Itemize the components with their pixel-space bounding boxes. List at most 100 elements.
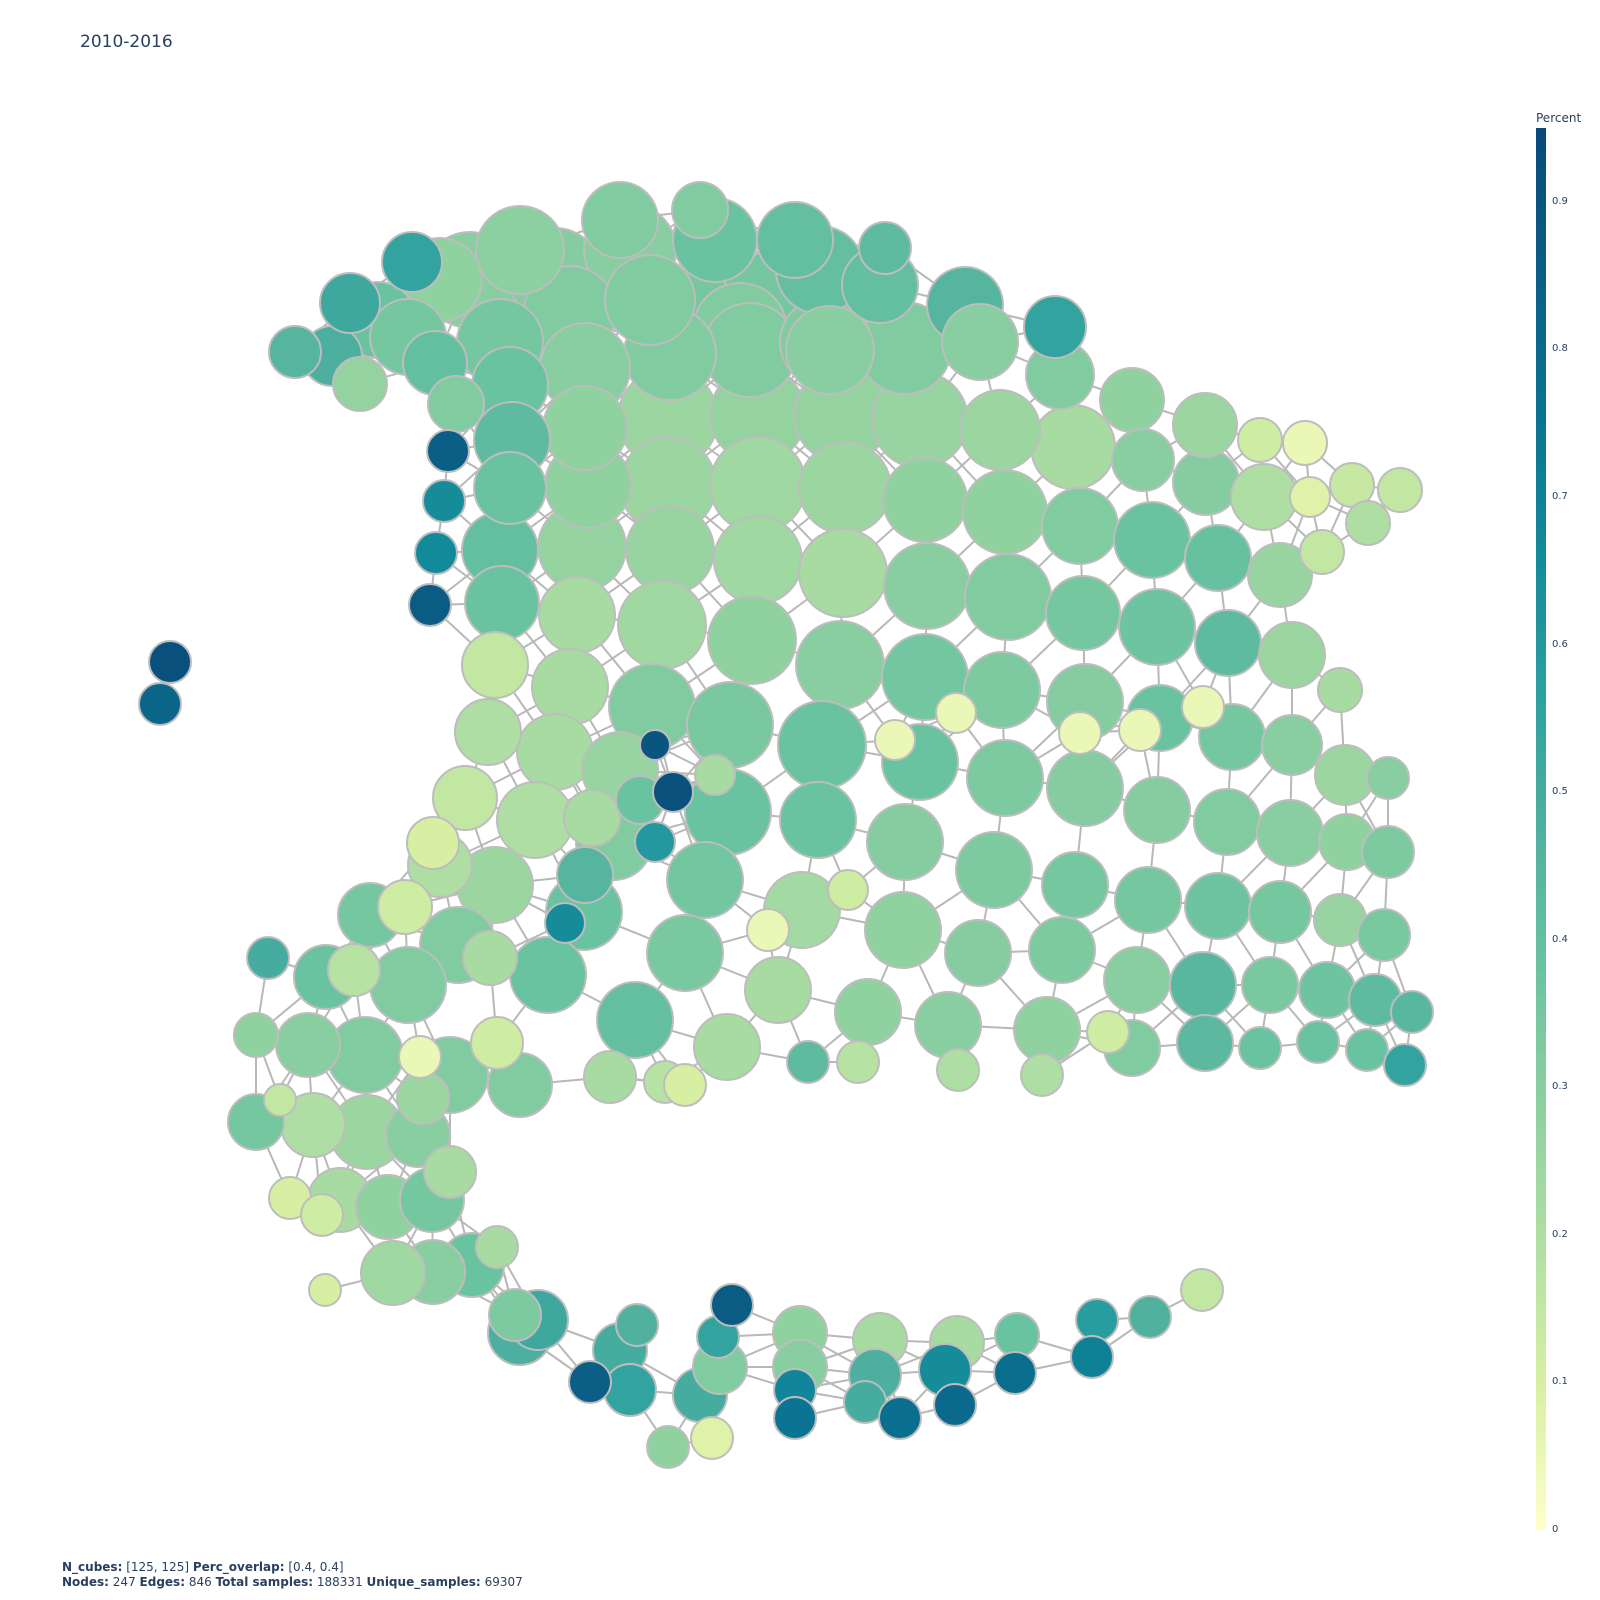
graph-node[interactable] — [268, 325, 322, 379]
graph-node[interactable] — [1366, 756, 1410, 800]
graph-node[interactable] — [615, 1303, 659, 1347]
graph-node[interactable] — [568, 1360, 612, 1404]
graph-node[interactable] — [1013, 996, 1081, 1064]
graph-node[interactable] — [798, 441, 892, 535]
graph-node[interactable] — [1041, 851, 1109, 919]
graph-node[interactable] — [1345, 1028, 1389, 1072]
graph-node[interactable] — [786, 1040, 830, 1084]
graph-node[interactable] — [454, 698, 522, 766]
graph-node[interactable] — [1357, 908, 1411, 962]
graph-node[interactable] — [473, 451, 547, 525]
graph-node[interactable] — [319, 272, 381, 334]
graph-node[interactable] — [426, 429, 470, 473]
graph-node[interactable] — [1114, 866, 1182, 934]
graph-node[interactable] — [369, 946, 447, 1024]
graph-node[interactable] — [1046, 749, 1124, 827]
graph-node[interactable] — [836, 1040, 880, 1084]
graph-node[interactable] — [1258, 621, 1326, 689]
graph-node[interactable] — [690, 1416, 734, 1460]
graph-node[interactable] — [496, 781, 574, 859]
graph-node[interactable] — [596, 981, 674, 1059]
graph-node[interactable] — [1194, 609, 1262, 677]
graph-node[interactable] — [1086, 1010, 1130, 1054]
graph-node[interactable] — [1099, 367, 1165, 433]
graph-node[interactable] — [427, 375, 485, 433]
graph-node[interactable] — [617, 580, 707, 670]
graph-node[interactable] — [1103, 946, 1171, 1014]
graph-node[interactable] — [646, 1425, 690, 1469]
graph-node[interactable] — [1298, 961, 1356, 1019]
graph-node[interactable] — [686, 681, 774, 769]
graph-node[interactable] — [1023, 295, 1087, 359]
graph-node[interactable] — [1041, 487, 1119, 565]
graph-node[interactable] — [1345, 500, 1391, 546]
graph-node[interactable] — [1058, 711, 1102, 755]
graph-node[interactable] — [583, 1050, 637, 1104]
graph-node[interactable] — [300, 1193, 344, 1237]
graph-node[interactable] — [470, 1016, 524, 1070]
graph-node[interactable] — [1256, 799, 1324, 867]
graph-node[interactable] — [777, 700, 867, 790]
graph-node[interactable] — [398, 1035, 442, 1079]
graph-node[interactable] — [883, 542, 971, 630]
graph-node[interactable] — [1237, 417, 1283, 463]
graph-node[interactable] — [1118, 708, 1162, 752]
graph-node[interactable] — [834, 978, 902, 1046]
graph-node[interactable] — [646, 914, 724, 992]
graph-node[interactable] — [516, 713, 594, 791]
graph-node[interactable] — [964, 553, 1052, 641]
graph-node[interactable] — [1111, 428, 1175, 492]
graph-node[interactable] — [694, 754, 736, 796]
graph-node[interactable] — [360, 1240, 426, 1306]
graph-node[interactable] — [422, 479, 466, 523]
graph-node[interactable] — [544, 902, 586, 944]
graph-node[interactable] — [432, 765, 498, 831]
graph-node[interactable] — [1172, 392, 1238, 458]
graph-node[interactable] — [1180, 1268, 1224, 1312]
graph-node[interactable] — [377, 879, 433, 935]
graph-node[interactable] — [1247, 542, 1313, 608]
graph-node[interactable] — [461, 631, 529, 699]
graph-node[interactable] — [933, 1383, 977, 1427]
graph-node[interactable] — [634, 821, 676, 863]
graph-node[interactable] — [542, 385, 628, 471]
graph-node[interactable] — [327, 943, 381, 997]
graph-node[interactable] — [138, 682, 182, 726]
graph-node[interactable] — [538, 576, 616, 654]
graph-node[interactable] — [773, 1396, 817, 1440]
graph-node[interactable] — [414, 531, 458, 575]
graph-node[interactable] — [332, 356, 388, 412]
graph-node[interactable] — [966, 739, 1044, 817]
graph-node[interactable] — [1030, 404, 1116, 490]
graph-node[interactable] — [488, 1288, 542, 1342]
graph-node[interactable] — [874, 719, 916, 761]
graph-node[interactable] — [1289, 476, 1331, 518]
graph-node[interactable] — [671, 181, 729, 239]
graph-node[interactable] — [713, 515, 803, 605]
graph-node[interactable] — [1028, 916, 1096, 984]
graph-node[interactable] — [663, 1063, 707, 1107]
graph-node[interactable] — [785, 305, 875, 395]
graph-node[interactable] — [1045, 575, 1121, 651]
graph-node[interactable] — [710, 1283, 754, 1327]
graph-node[interactable] — [962, 469, 1048, 555]
graph-node[interactable] — [1238, 1026, 1282, 1070]
graph-node[interactable] — [779, 781, 857, 859]
graph-node[interactable] — [509, 936, 587, 1014]
graph-node[interactable] — [707, 595, 797, 685]
graph-node[interactable] — [652, 771, 694, 813]
graph-node[interactable] — [1172, 448, 1240, 516]
graph-node[interactable] — [1248, 880, 1312, 944]
graph-node[interactable] — [798, 528, 888, 618]
graph-node[interactable] — [993, 1351, 1037, 1395]
graph-node[interactable] — [1184, 872, 1252, 940]
graph-node[interactable] — [1070, 1335, 1114, 1379]
graph-node[interactable] — [406, 816, 460, 870]
graph-node[interactable] — [827, 869, 869, 911]
graph-node[interactable] — [936, 1048, 980, 1092]
graph-node[interactable] — [1299, 529, 1345, 575]
graph-node[interactable] — [1383, 1043, 1427, 1087]
graph-node[interactable] — [878, 1396, 922, 1440]
graph-node[interactable] — [581, 181, 659, 259]
graph-node[interactable] — [1193, 788, 1261, 856]
